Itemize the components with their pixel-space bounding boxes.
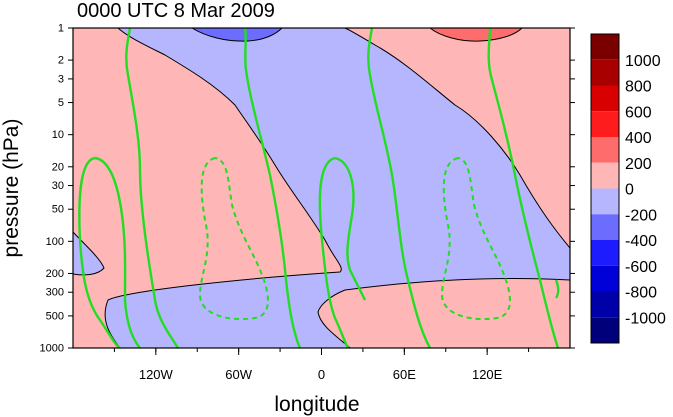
x-tick-label: 120E xyxy=(472,367,503,382)
y-tick-label: 50 xyxy=(52,204,64,216)
colorbar-swatch xyxy=(591,137,619,163)
contour-strong-positive xyxy=(429,28,523,42)
green-dashed-contours xyxy=(198,156,511,321)
colorbar-swatch xyxy=(591,265,619,292)
x-tick-label: 0 xyxy=(318,367,325,382)
contour-strong-negative xyxy=(191,28,283,42)
green-contour-line xyxy=(243,28,302,348)
colorbar-label: 400 xyxy=(625,130,652,147)
plot-area xyxy=(73,28,570,348)
zero-contour-lower xyxy=(317,277,570,348)
colorbar-label: -400 xyxy=(625,233,657,250)
colorbar-label: 600 xyxy=(625,104,652,121)
x-tick-label: 60W xyxy=(225,367,252,382)
zero-contour-upper xyxy=(104,28,342,348)
colorbar-swatch xyxy=(591,214,619,240)
green-contour-line xyxy=(367,28,432,348)
colorbar-swatch xyxy=(591,188,619,215)
y-tick-label: 3 xyxy=(58,73,64,85)
colorbar-swatch xyxy=(591,34,619,60)
colorbar-swatch xyxy=(591,240,619,266)
y-axis-label: pressure (hPa) xyxy=(0,119,23,258)
colorbar-label: -1000 xyxy=(625,310,666,327)
colorbar-swatch xyxy=(591,59,619,86)
colorbar: 1000 800 600 400 200 0 -200 -400 -600 -800 -1000 xyxy=(590,33,666,344)
colorbar-frame xyxy=(590,33,620,344)
colorbar-label: -200 xyxy=(625,207,657,224)
green-contour-loop xyxy=(318,156,367,348)
y-tick-label: 500 xyxy=(46,310,64,322)
green-contour-line xyxy=(125,28,180,348)
y-tick-label: 300 xyxy=(46,287,64,299)
y-tick-label: 200 xyxy=(46,268,64,280)
green-contour-line xyxy=(487,28,560,348)
green-contour-loop xyxy=(78,156,141,348)
colorbar-label: 200 xyxy=(625,156,652,173)
y-tick-label: 20 xyxy=(52,161,64,173)
y-tick-label: 30 xyxy=(52,180,64,192)
colorbar-label: -800 xyxy=(625,285,657,302)
chart-title: 0000 UTC 8 Mar 2009 xyxy=(77,0,275,22)
colorbar-label: -600 xyxy=(625,259,657,276)
colorbar-swatch xyxy=(591,111,619,137)
colorbar-swatch xyxy=(591,317,619,343)
y-axis: 1 2 3 5 10 20 30 50 100 200 300 500 1000 xyxy=(40,23,575,355)
colorbar-swatch xyxy=(591,85,619,112)
negative-region-band xyxy=(105,28,570,348)
y-tick-label: 10 xyxy=(52,129,64,141)
x-axis-label: longitude xyxy=(274,393,359,416)
y-tick-label: 5 xyxy=(58,97,64,109)
colorbar-swatch xyxy=(591,162,619,189)
green-contour-edge xyxy=(554,279,560,299)
colorbar-label: 0 xyxy=(625,182,634,199)
negative-region-main xyxy=(118,28,570,248)
y-tick-label: 100 xyxy=(46,236,64,248)
colorbar-label: 1000 xyxy=(625,53,661,70)
colorbar-swatch xyxy=(591,291,619,318)
x-axis: 120W 60W 0 60E 120E xyxy=(113,348,530,382)
colorbar-label: 800 xyxy=(625,79,652,96)
y-tick-label: 1 xyxy=(58,23,64,35)
y-tick-label: 1000 xyxy=(40,343,64,355)
strong-negative-blob xyxy=(192,28,282,42)
green-dashed-loop xyxy=(440,156,511,321)
x-tick-label: 120W xyxy=(139,367,174,382)
x-tick-label: 60E xyxy=(393,367,416,382)
green-dashed-loop xyxy=(198,156,269,321)
green-contours xyxy=(78,28,560,348)
y-tick-label: 2 xyxy=(58,55,64,67)
